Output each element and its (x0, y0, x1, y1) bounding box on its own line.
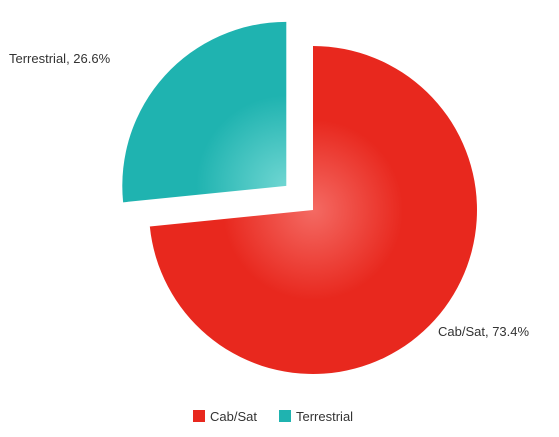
pie-slices (122, 21, 477, 374)
legend-label-terrestrial: Terrestrial (296, 409, 353, 424)
pie-slice-cab-sat (149, 46, 477, 374)
data-labels: Cab/Sat, 73.4% Terrestrial, 26.6% (9, 51, 529, 339)
legend-item-terrestrial[interactable]: Terrestrial (279, 409, 353, 424)
pie-slice-terrestrial (122, 21, 287, 203)
legend-label-cab-sat: Cab/Sat (210, 409, 257, 424)
data-label-cab-sat: Cab/Sat, 73.4% (438, 324, 529, 339)
legend-swatch-terrestrial (279, 410, 291, 422)
data-label-terrestrial: Terrestrial, 26.6% (9, 51, 111, 66)
legend: Cab/Sat Terrestrial (193, 409, 353, 424)
legend-item-cab-sat[interactable]: Cab/Sat (193, 409, 257, 424)
legend-swatch-cab-sat (193, 410, 205, 422)
